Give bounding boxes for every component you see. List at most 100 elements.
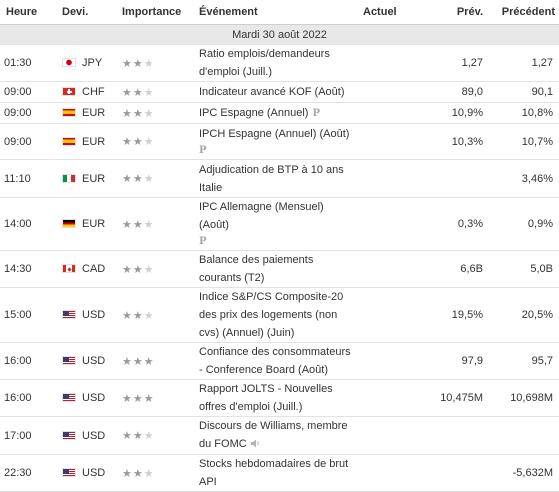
event-time: 09:00 bbox=[0, 123, 58, 160]
flag-ca-icon bbox=[62, 264, 76, 273]
currency-code: USD bbox=[82, 467, 106, 479]
importance-star-icon: ★ bbox=[122, 263, 132, 276]
col-header-importance[interactable]: Importance bbox=[118, 0, 195, 25]
event-actual bbox=[359, 342, 421, 380]
table-row[interactable]: 09:00 EUR ★★★ IPCH Espagne (Annuel) (Août) P… bbox=[0, 123, 559, 160]
event-importance: ★★★ bbox=[118, 342, 195, 380]
preliminary-icon[interactable]: P bbox=[312, 107, 320, 119]
importance-star-icon: ★ bbox=[122, 218, 132, 231]
speaker-icon[interactable] bbox=[250, 436, 261, 454]
importance-star-icon: ★ bbox=[132, 57, 143, 70]
event-importance: ★★★ bbox=[118, 44, 195, 82]
currency-code: USD bbox=[82, 392, 106, 404]
table-row[interactable]: 17:00 USD ★★★ Discours de Williams, membre … bbox=[0, 416, 559, 455]
table-row[interactable]: 15:00 USD ★★★ Indice S&P/CS Composite-20 de… bbox=[0, 287, 559, 343]
event-name-link[interactable]: Rapport JOLTS - Nouvelles offres d'emplo… bbox=[199, 383, 333, 413]
event-importance: ★★★ bbox=[118, 81, 195, 103]
event-previous: 0,9% bbox=[487, 197, 559, 251]
event-time: 14:00 bbox=[0, 197, 58, 251]
table-row[interactable]: 09:00 CHF ★★★ Indicateur avancé KOF (Août) 8… bbox=[0, 81, 559, 103]
event-name-link[interactable]: IPC Allemagne (Mensuel) (Août) bbox=[199, 201, 324, 231]
importance-star-icon: ★ bbox=[132, 309, 143, 322]
event-name-link[interactable]: Adjudication de BTP à 10 ans Italie bbox=[199, 163, 344, 194]
event-time: 15:00 bbox=[0, 287, 58, 343]
table-row[interactable]: 14:00 EUR ★★★ IPC Allemagne (Mensuel) (Août… bbox=[0, 197, 559, 251]
event-currency: USD bbox=[58, 287, 118, 343]
date-header: Mardi 30 août 2022 bbox=[0, 24, 559, 45]
importance-star-icon: ★ bbox=[143, 57, 154, 70]
event-time: 14:30 bbox=[0, 250, 58, 288]
flag-de-icon bbox=[62, 219, 76, 228]
flag-ch-icon bbox=[62, 87, 76, 96]
importance-star-icon: ★ bbox=[132, 355, 143, 368]
event-name-link[interactable]: IPCH Espagne (Annuel) (Août) bbox=[199, 127, 350, 140]
importance-star-icon: ★ bbox=[132, 263, 143, 276]
event-importance: ★★★ bbox=[118, 379, 195, 417]
event-currency: EUR bbox=[58, 123, 118, 160]
event-time: 09:00 bbox=[0, 81, 58, 103]
col-header-event[interactable]: Événement bbox=[195, 0, 359, 25]
event-name-link[interactable]: Confiance des consommateurs - Conference… bbox=[199, 346, 351, 376]
importance-star-icon: ★ bbox=[132, 136, 143, 148]
event-importance: ★★★ bbox=[118, 287, 195, 343]
importance-star-icon: ★ bbox=[122, 136, 132, 148]
currency-code: JPY bbox=[82, 57, 103, 69]
event-previous: 20,5% bbox=[487, 287, 559, 343]
event-name-link[interactable]: Ratio emplois/demandeurs d'emploi (Juill… bbox=[199, 48, 330, 78]
event-forecast: 10,475M bbox=[421, 379, 487, 417]
event-currency: USD bbox=[58, 342, 118, 380]
importance-star-icon: ★ bbox=[122, 107, 132, 120]
event-previous bbox=[487, 416, 559, 455]
event-previous: -5,632M bbox=[487, 454, 559, 492]
table-row[interactable]: 22:30 USD ★★★ Stocks hebdomadaires de brut … bbox=[0, 454, 559, 492]
event-cell: Indice S&P/CS Composite-20 des prix des … bbox=[195, 287, 359, 343]
event-cell: IPC Espagne (Annuel) P bbox=[195, 102, 359, 124]
table-row[interactable]: 16:00 USD ★★★ Confiance des consommateurs -… bbox=[0, 342, 559, 380]
col-header-currency[interactable]: Devi. bbox=[58, 0, 118, 25]
currency-code: EUR bbox=[82, 107, 106, 119]
event-actual bbox=[359, 197, 421, 251]
importance-star-icon: ★ bbox=[143, 136, 154, 148]
event-forecast: 1,27 bbox=[421, 44, 487, 82]
event-cell: Adjudication de BTP à 10 ans Italie bbox=[195, 159, 359, 198]
event-name-link[interactable]: Discours de Williams, membre du FOMC bbox=[199, 420, 348, 450]
table-row[interactable]: 16:00 USD ★★★ Rapport JOLTS - Nouvelles off… bbox=[0, 379, 559, 417]
preliminary-icon[interactable]: P bbox=[199, 144, 207, 156]
event-name-link[interactable]: Indice S&P/CS Composite-20 des prix des … bbox=[199, 291, 344, 339]
col-header-previous[interactable]: Précédent bbox=[487, 0, 559, 25]
preliminary-icon[interactable]: P bbox=[199, 236, 207, 247]
event-name-link[interactable]: Stocks hebdomadaires de brut API bbox=[199, 458, 349, 488]
event-name-link[interactable]: Balance des paiements courants (T2) bbox=[199, 254, 314, 284]
event-importance: ★★★ bbox=[118, 102, 195, 124]
event-cell: Discours de Williams, membre du FOMC bbox=[195, 416, 359, 455]
table-row[interactable]: 14:30 CAD ★★★ Balance des paiements courant… bbox=[0, 250, 559, 288]
importance-star-icon: ★ bbox=[143, 263, 154, 276]
event-actual bbox=[359, 159, 421, 198]
importance-star-icon: ★ bbox=[122, 173, 132, 185]
importance-star-icon: ★ bbox=[143, 86, 154, 99]
event-name-link[interactable]: Indicateur avancé KOF (Août) bbox=[199, 86, 345, 98]
importance-star-icon: ★ bbox=[132, 430, 143, 442]
event-time: 16:00 bbox=[0, 342, 58, 380]
event-time: 17:00 bbox=[0, 416, 58, 455]
importance-star-icon: ★ bbox=[122, 467, 132, 480]
event-previous: 3,46% bbox=[487, 159, 559, 198]
importance-star-icon: ★ bbox=[132, 218, 143, 231]
table-row[interactable]: 11:10 EUR ★★★ Adjudication de BTP à 10 ans … bbox=[0, 159, 559, 198]
event-actual bbox=[359, 44, 421, 82]
event-importance: ★★★ bbox=[118, 123, 195, 160]
flag-es-icon bbox=[62, 136, 76, 146]
col-header-forecast[interactable]: Prév. bbox=[421, 0, 487, 25]
event-time: 11:10 bbox=[0, 159, 58, 198]
flag-es-icon bbox=[62, 108, 76, 117]
col-header-time[interactable]: Heure bbox=[0, 0, 58, 25]
event-currency: CAD bbox=[58, 250, 118, 288]
importance-star-icon: ★ bbox=[132, 107, 143, 120]
table-row[interactable]: 09:00 EUR ★★★ IPC Espagne (Annuel) P 10,9% 10,… bbox=[0, 102, 559, 124]
col-header-actual[interactable]: Actuel bbox=[359, 0, 421, 25]
event-name-link[interactable]: IPC Espagne (Annuel) bbox=[199, 106, 309, 119]
flag-it-icon bbox=[62, 173, 76, 183]
currency-code: CAD bbox=[82, 263, 106, 275]
table-row[interactable]: 01:30 JPY ★★★ Ratio emplois/demandeurs d'em… bbox=[0, 44, 559, 82]
importance-star-icon: ★ bbox=[143, 430, 154, 442]
